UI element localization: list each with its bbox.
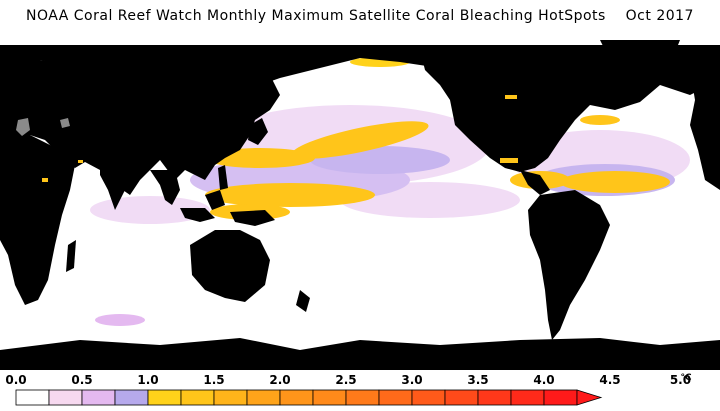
land-borneo [205,190,225,210]
legend-unit: °C [680,373,692,383]
legend-label-8: 4.0 [533,373,555,387]
lakes [16,118,70,136]
land-europe-east [690,65,720,190]
legend-bin-15 [510,389,545,406]
hotspot-tropical-west-pacific [205,183,375,207]
legend-bin-5 [180,389,215,406]
legend-bin-0 [15,389,50,406]
land-madagascar [66,240,76,272]
legend-bin-6 [213,389,248,406]
legend-bin-12 [411,389,446,406]
land-africa [0,135,75,305]
legend-bin-16 [543,389,578,406]
legend-bin-8 [279,389,314,406]
legend-bin-4 [147,389,182,406]
legend-label-5: 2.5 [335,373,357,387]
land-indonesia [180,208,215,222]
land-india [100,165,130,210]
legend-label-10: 5.0 °C [670,373,692,388]
land [0,40,720,370]
land-antarctica [0,338,720,370]
legend-bin-10 [345,389,380,406]
legend-bin-1 [48,389,83,406]
hotspot-atlantic-north-small [580,115,620,125]
lake-aral [60,118,70,128]
land-new-zealand [296,290,310,312]
coastal-hotspots [42,95,518,182]
legend-bin-13 [444,389,479,406]
land-north-america [420,48,720,172]
hotspot-gulf-mexico [500,158,518,163]
land-philippines [218,165,228,190]
legend-label-3: 1.5 [203,373,225,387]
map-title: NOAA Coral Reef Watch Monthly Maximum Sa… [0,8,720,24]
lake-caspian [16,118,30,136]
title-text: NOAA Coral Reef Watch Monthly Maximum Sa… [26,8,606,24]
land-japan [248,118,268,145]
hotspot-overlay [90,57,690,326]
legend-bin-2 [81,389,116,406]
land-south-america [528,190,610,340]
land-new-guinea [230,210,275,226]
legend-colorbar [15,389,603,406]
legend-bin-9 [312,389,347,406]
legend-arrow [576,389,603,406]
legend-bin-14 [477,389,512,406]
legend-bin-7 [246,389,281,406]
land-australia [190,230,270,302]
hotspot-persian-gulf [78,160,83,163]
legend-label-7: 3.5 [467,373,489,387]
hotspot-tropical-atlantic [560,171,670,193]
land-central-america [520,170,550,195]
legend-max-value: 5.0 [669,373,692,387]
hotspot-indian-pale [90,196,210,224]
hotspot-indian-south [95,314,145,326]
legend-label-6: 3.0 [401,373,423,387]
legend-label-1: 0.5 [71,373,93,387]
legend-bin-11 [378,389,413,406]
legend-label-0: 0.0 [5,373,27,387]
date-text: Oct 2017 [625,8,694,24]
legend-bin-3 [114,389,149,406]
world-map [0,40,720,370]
legend-labels: 0.0 0.5 1.0 1.5 2.0 2.5 3.0 3.5 4.0 4.5 … [0,373,720,389]
land-southeast-asia [150,170,180,205]
legend-label-2: 1.0 [137,373,159,387]
hotspot-hudson [505,95,517,99]
legend-label-4: 2.0 [269,373,291,387]
land-greenland [600,40,680,80]
legend-label-9: 4.5 [599,373,621,387]
hotspot-kuroshio [291,121,429,159]
hotspot-red-sea [42,178,48,182]
